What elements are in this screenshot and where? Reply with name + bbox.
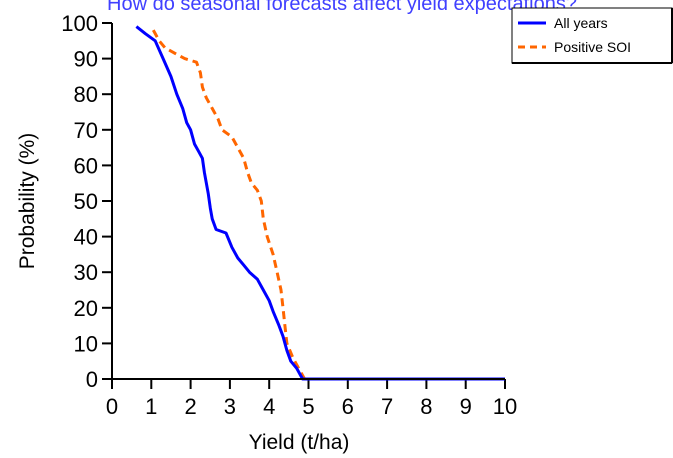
x-tick-label: 9 (460, 394, 472, 419)
y-tick-label: 70 (74, 118, 98, 143)
y-tick-label: 80 (74, 82, 98, 107)
y-tick-label: 90 (74, 47, 98, 72)
x-tick-label: 7 (381, 394, 393, 419)
y-tick-label: 40 (74, 225, 98, 250)
x-tick-label: 1 (145, 394, 157, 419)
series-line-positive-soi (151, 29, 306, 380)
x-axis-label: Yield (t/ha) (249, 431, 350, 454)
y-tick-label: 60 (74, 153, 98, 178)
y-tick-label: 0 (86, 367, 98, 392)
x-tick-label: 4 (263, 394, 275, 419)
y-tick-label: 20 (74, 296, 98, 321)
y-tick-label: 30 (74, 260, 98, 285)
y-tick-label: 100 (61, 11, 98, 36)
y-axis-ticks: 0 10 20 30 40 50 60 70 80 90 100 (61, 11, 112, 392)
x-tick-label: 10 (493, 394, 517, 419)
y-axis-label: Probability (%) (16, 133, 39, 270)
series-layer (135, 25, 505, 381)
legend-label-all-years: All years (554, 15, 608, 31)
y-tick-label: 50 (74, 189, 98, 214)
x-tick-label: 8 (420, 394, 432, 419)
legend-label-positive-soi: Positive SOI (554, 39, 631, 55)
x-axis-ticks: 0 1 2 3 4 5 6 7 8 9 10 (106, 379, 517, 419)
x-tick-label: 3 (224, 394, 236, 419)
x-tick-label: 5 (302, 394, 314, 419)
y-tick-label: 10 (74, 331, 98, 356)
x-tick-label: 6 (342, 394, 354, 419)
chart-title: How do seasonal forecasts affect yield e… (107, 0, 577, 15)
x-tick-label: 0 (106, 394, 118, 419)
legend-box (511, 7, 673, 64)
x-tick-label: 2 (184, 394, 196, 419)
series-line-all-years (135, 25, 505, 381)
legend: All years Positive SOI (511, 7, 673, 64)
